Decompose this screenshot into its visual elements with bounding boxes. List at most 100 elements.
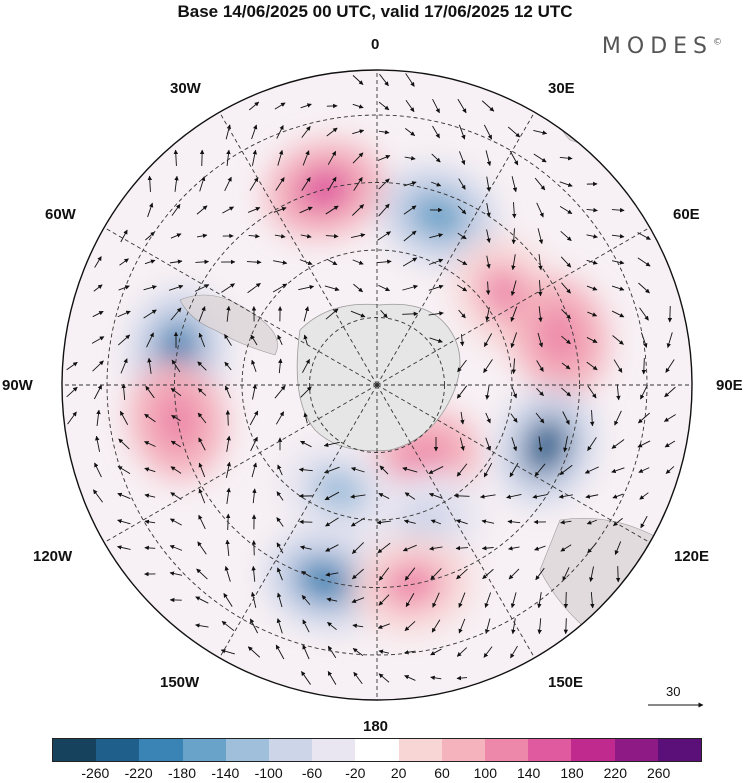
negative-anomaly-core [397, 497, 456, 544]
wind-arrow-icon [224, 565, 231, 582]
wind-arrow-icon [637, 412, 650, 424]
lon-label-120e: 120E [674, 548, 710, 565]
wind-arrow-icon [66, 361, 78, 371]
colorbar-swatch [441, 739, 486, 761]
wind-arrow-icon [511, 437, 518, 452]
wind-arrow-icon [455, 545, 468, 551]
wind-arrow-icon [198, 332, 206, 348]
wind-arrow-icon [587, 311, 598, 317]
wind-arrow-icon [561, 308, 571, 320]
wind-arrow-icon [275, 177, 285, 191]
wind-arrow-icon [93, 284, 103, 292]
wind-arrow-icon [170, 387, 182, 397]
wind-arrow-icon [376, 520, 392, 525]
positive-anomaly-core [536, 306, 583, 366]
wind-arrow-icon [402, 284, 419, 291]
wind-arrow-icon [226, 487, 231, 504]
wind-arrow-icon [351, 597, 365, 603]
wind-arrow-icon [510, 413, 518, 423]
wind-arrow-icon [589, 410, 595, 427]
wind-arrow-icon [377, 231, 391, 241]
brand-name: MODES [601, 34, 713, 59]
wind-arrow-icon [378, 594, 390, 606]
lon-label-90e: 90E [716, 377, 743, 394]
wind-arrow-icon [481, 100, 495, 112]
latitude-circle [174, 182, 580, 588]
wind-arrow-icon [67, 411, 77, 425]
colorbar-tick-label: 60 [434, 765, 450, 781]
wind-arrow-icon [404, 675, 416, 681]
wind-arrow-icon [405, 128, 416, 136]
wind-arrow-icon [93, 384, 103, 400]
wind-arrow-icon [276, 125, 284, 139]
wind-arrow-icon [144, 519, 156, 525]
wind-arrow-icon [615, 566, 621, 583]
wind-arrow-icon [251, 359, 257, 373]
wind-arrow-icon [404, 650, 416, 655]
wind-arrow-icon [273, 260, 288, 265]
lon-label-60e: 60E [673, 206, 700, 223]
wind-arrow-icon [197, 541, 207, 555]
wind-arrow-icon [613, 517, 623, 527]
wind-arrow-icon [456, 284, 468, 292]
brand-logo: MODES© [602, 34, 722, 59]
wind-arrow-icon [459, 334, 465, 347]
wind-arrow-icon [169, 545, 183, 551]
colorbar-swatch [182, 739, 226, 761]
colorbar-tick-label: -140 [211, 765, 240, 781]
wind-arrow-icon [144, 413, 156, 423]
wind-arrow-icon [378, 203, 390, 217]
colorbar-tick-label: 140 [516, 765, 541, 781]
wind-arrow-icon [117, 334, 131, 346]
wind-arrow-icon [378, 493, 390, 499]
wind-arrow-icon [485, 412, 491, 424]
colorbar-swatch [614, 739, 658, 761]
wind-arrow-icon [456, 463, 468, 477]
wind-arrow-icon [276, 592, 283, 608]
copyright-icon: © [713, 37, 722, 48]
wind-arrow-icon [510, 332, 518, 348]
wind-arrow-icon [119, 258, 129, 266]
wind-arrow-icon [429, 546, 443, 551]
wind-arrow-icon [278, 358, 283, 374]
wind-arrow-icon [220, 648, 235, 655]
wind-arrow-icon [639, 307, 649, 321]
wind-arrow-icon [274, 385, 286, 399]
wind-arrow-icon [665, 359, 675, 373]
wind-arrow-icon [222, 206, 234, 214]
wind-arrow-icon [405, 73, 415, 87]
lon-label-30e: 30E [548, 80, 575, 97]
wind-arrow-icon [197, 388, 207, 396]
wind-arrow-icon [275, 644, 285, 660]
wind-arrow-icon [460, 411, 465, 425]
wind-arrow-icon [534, 463, 546, 477]
wind-arrow-icon [611, 260, 625, 265]
wind-arrow-icon [587, 385, 597, 399]
wind-arrow-icon [195, 259, 210, 265]
lon-label-60w: 60W [45, 206, 76, 223]
colorbar-tick-label: 20 [390, 765, 407, 781]
colorbar-tick-label: 220 [603, 765, 628, 781]
wind-arrow-icon [250, 334, 258, 346]
wind-arrow-icon [456, 258, 468, 266]
wind-arrow-icon [351, 542, 364, 554]
wind-arrow-icon [404, 620, 416, 632]
wind-arrow-icon [325, 308, 339, 320]
wind-arrow-icon [510, 280, 517, 296]
wind-arrow-icon [484, 592, 492, 608]
wind-arrow-icon [485, 437, 492, 451]
wind-arrow-icon [169, 259, 183, 264]
wind-arrow-icon [119, 410, 129, 425]
lon-label-180: 180 [363, 718, 389, 735]
wind-arrow-icon [224, 333, 232, 346]
colorbar-swatch [657, 739, 702, 761]
wind-arrow-icon [276, 618, 283, 634]
wind-arrow-icon [510, 306, 518, 322]
wind-arrow-icon [248, 101, 260, 111]
wind-arrow-icon [276, 542, 284, 554]
wind-arrow-icon [590, 591, 595, 609]
wind-arrow-icon [326, 127, 338, 137]
wind-arrow-icon [432, 125, 440, 139]
wind-arrow-icon [272, 283, 288, 293]
wind-arrow-icon [251, 565, 256, 582]
